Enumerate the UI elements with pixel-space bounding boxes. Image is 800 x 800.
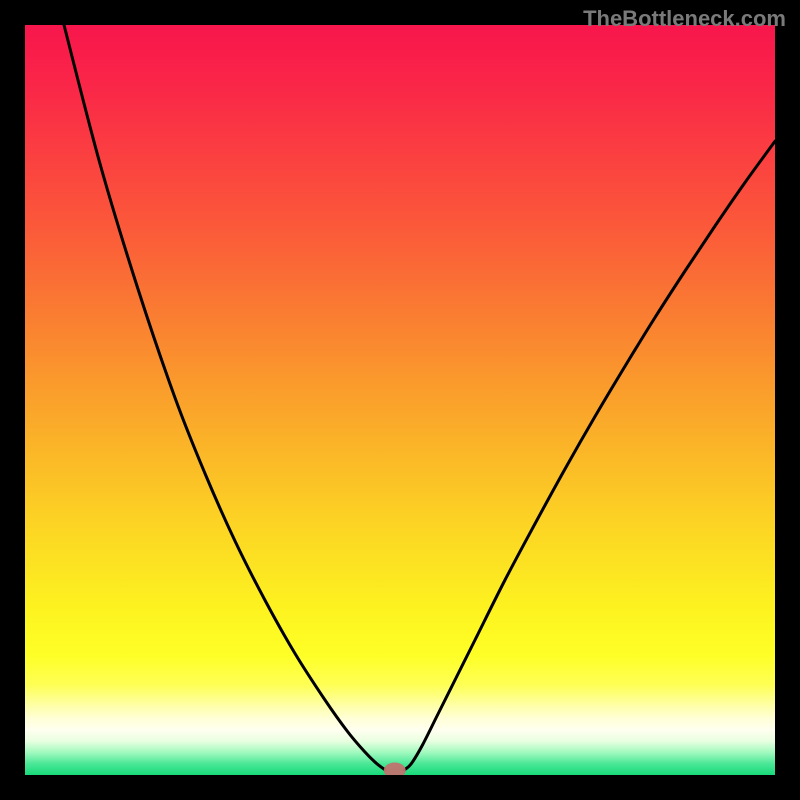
plot-background [25,25,775,775]
bottleneck-chart: TheBottleneck.com [0,0,800,800]
chart-svg [0,0,800,800]
